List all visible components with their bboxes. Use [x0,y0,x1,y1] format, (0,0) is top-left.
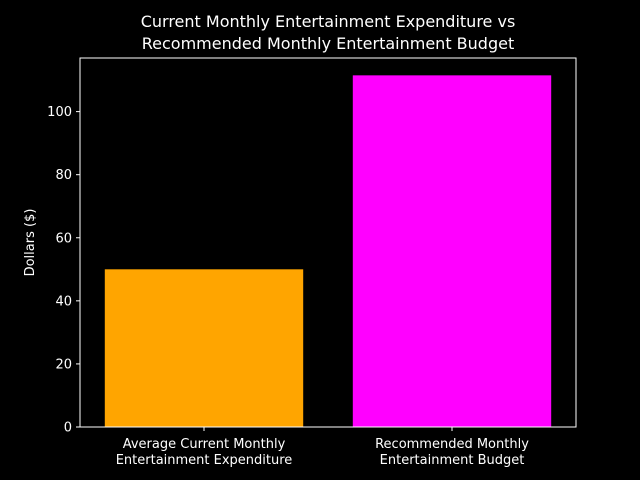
plot-frame [79,57,577,428]
x-tick-label: Entertainment Budget [380,453,525,468]
y-tick-label: 40 [55,294,72,309]
x-tick-label: Entertainment Expenditure [116,453,293,468]
chart-title-line: Current Monthly Entertainment Expenditur… [141,12,516,31]
bar-2 [352,75,552,427]
axes [79,57,577,428]
y-tick-label: 100 [47,105,72,120]
y-axis-label-group: Dollars ($) [23,209,38,277]
chart-title-line: Recommended Monthly Entertainment Budget [142,34,514,53]
y-tick-label: 20 [55,357,72,372]
y-tick-label: 60 [55,231,72,246]
bars [104,75,552,427]
x-tick-label: Average Current Monthly [123,437,286,452]
y-axis-label: Dollars ($) [23,209,38,277]
y-tick-label: 0 [64,421,72,436]
y-tick-label: 80 [55,168,72,183]
chart-title: Current Monthly Entertainment Expenditur… [141,12,516,53]
x-tick-label: Recommended Monthly [375,437,529,452]
bar-1 [104,269,304,427]
y-axis-ticks: 0 20 40 60 80 100 [47,105,80,436]
